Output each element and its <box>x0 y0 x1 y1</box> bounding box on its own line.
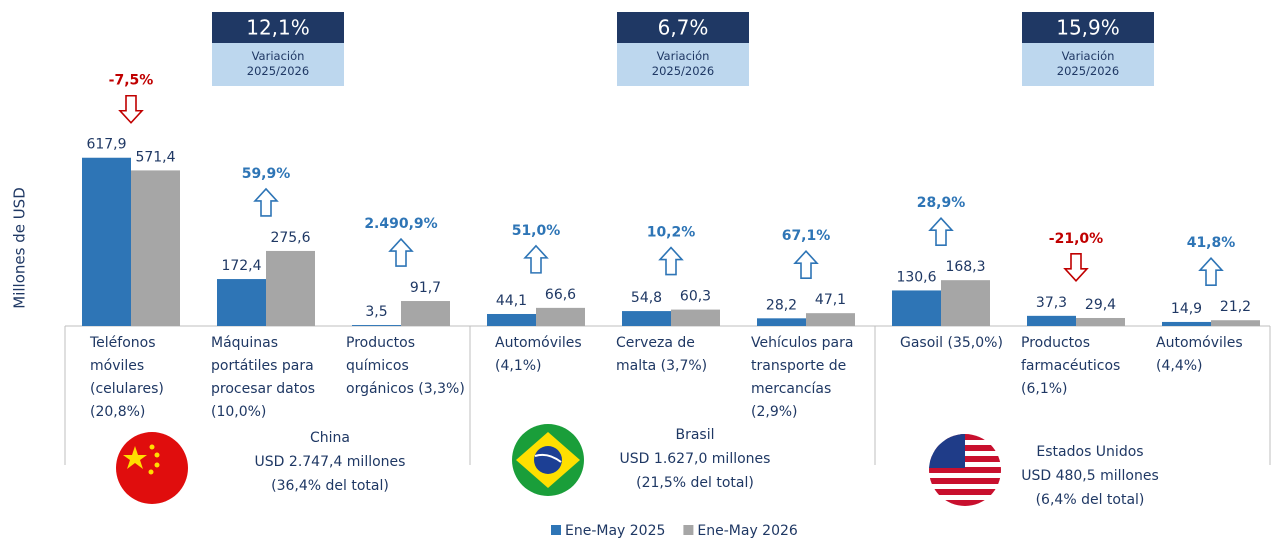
variation-box <box>212 12 344 43</box>
bar <box>131 170 180 326</box>
variation-caption-box <box>617 43 749 86</box>
variation-caption: Variación 2025/2026 <box>246 49 310 78</box>
bar <box>401 301 450 326</box>
value-label: 44,1 <box>496 293 527 309</box>
change-label: 10,2% <box>647 225 696 241</box>
bar <box>1076 317 1125 326</box>
change-arrow <box>1063 253 1089 283</box>
change-label: 51,0% <box>512 223 561 239</box>
country-total: USD 1.627,0 millones <box>619 451 771 467</box>
x-tick-label: Cerveza de malta (3,7%) <box>616 335 708 374</box>
change-arrow <box>658 246 684 276</box>
value-label: 571,4 <box>135 149 175 165</box>
bar <box>1027 315 1076 326</box>
x-tick-label: Productos químicos orgánicos (3,3%) <box>346 335 465 397</box>
country-share: (6,4% del total) <box>1035 492 1145 508</box>
change-arrow <box>793 249 819 279</box>
x-tick-label: Teléfonos móviles (celulares) (20,8%) <box>90 335 164 420</box>
value-label: 47,1 <box>815 292 846 308</box>
value-label: 3,5 <box>365 304 387 320</box>
bar <box>806 313 855 326</box>
x-tick-label: Máquinas portátiles para procesar datos … <box>211 335 316 420</box>
x-tick-label: Automóviles (4,1%) <box>495 335 582 374</box>
value-label: 275,6 <box>270 230 310 246</box>
variation-box <box>617 12 749 43</box>
bar <box>622 311 671 326</box>
change-arrow <box>118 94 144 124</box>
legend-swatch <box>683 525 694 535</box>
change-label: -21,0% <box>1049 231 1103 247</box>
flag-brazil <box>512 424 584 496</box>
value-label: 21,2 <box>1220 299 1251 315</box>
change-label: -7,5% <box>109 73 154 89</box>
bar <box>941 280 990 326</box>
country-total: USD 2.747,4 millones <box>254 454 406 470</box>
legend-label: Ene-May 2026 <box>697 523 797 539</box>
variation-caption-box <box>212 43 344 86</box>
change-label: 67,1% <box>782 228 831 244</box>
bar <box>487 313 536 326</box>
value-label: 617,9 <box>86 137 126 153</box>
country-name: China <box>310 430 350 446</box>
bar <box>82 157 131 326</box>
bar <box>266 250 315 326</box>
value-label: 28,2 <box>766 297 797 313</box>
variation-value: 6,7% <box>658 16 709 40</box>
value-label: 172,4 <box>221 258 261 274</box>
country-share: (36,4% del total) <box>271 478 389 494</box>
variation-caption-box <box>1022 43 1154 86</box>
bar <box>536 307 585 326</box>
variation-caption: Variación 2025/2026 <box>651 49 715 78</box>
country-name: Estados Unidos <box>1036 444 1144 460</box>
x-tick-label: Gasoil (35,0%) <box>900 335 1003 351</box>
variation-box <box>1022 12 1154 43</box>
country-total: USD 480,5 millones <box>1021 468 1159 484</box>
x-tick-label: Vehículos para transporte de mercancías … <box>751 335 854 420</box>
change-label: 59,9% <box>242 166 291 182</box>
bar <box>892 290 941 326</box>
flag-china <box>116 432 188 504</box>
change-arrow <box>253 187 279 217</box>
country-share: (21,5% del total) <box>636 475 754 491</box>
bar <box>1162 321 1211 326</box>
legend-swatch <box>551 525 561 535</box>
value-label: 14,9 <box>1171 301 1202 317</box>
change-label: 41,8% <box>1187 235 1236 251</box>
value-label: 130,6 <box>896 269 936 285</box>
change-arrow <box>928 216 954 246</box>
value-label: 66,6 <box>545 287 576 303</box>
value-label: 29,4 <box>1085 297 1116 313</box>
change-arrow <box>1198 257 1224 287</box>
value-label: 54,8 <box>631 290 662 306</box>
x-tick-label: Productos farmacéuticos (6,1%) <box>1021 335 1121 397</box>
value-label: 91,7 <box>410 280 441 296</box>
flag-usa <box>929 434 1001 506</box>
country-name: Brasil <box>675 427 715 443</box>
value-label: 60,3 <box>680 289 711 305</box>
variation-value: 12,1% <box>246 16 310 40</box>
legend-label: Ene-May 2025 <box>565 523 665 539</box>
change-label: 28,9% <box>917 195 966 211</box>
change-label: 2.490,9% <box>364 216 437 232</box>
bar <box>1211 320 1260 326</box>
value-label: 168,3 <box>945 259 985 275</box>
y-axis-label: Millones de USD <box>11 187 29 309</box>
bar <box>217 279 266 326</box>
change-arrow <box>523 244 549 274</box>
bar <box>671 309 720 326</box>
change-arrow <box>388 237 414 267</box>
value-label: 37,3 <box>1036 295 1067 311</box>
bar <box>352 325 401 326</box>
variation-value: 15,9% <box>1056 16 1120 40</box>
variation-caption: Variación 2025/2026 <box>1056 49 1120 78</box>
bar <box>757 318 806 326</box>
x-tick-label: Automóviles (4,4%) <box>1156 335 1243 374</box>
